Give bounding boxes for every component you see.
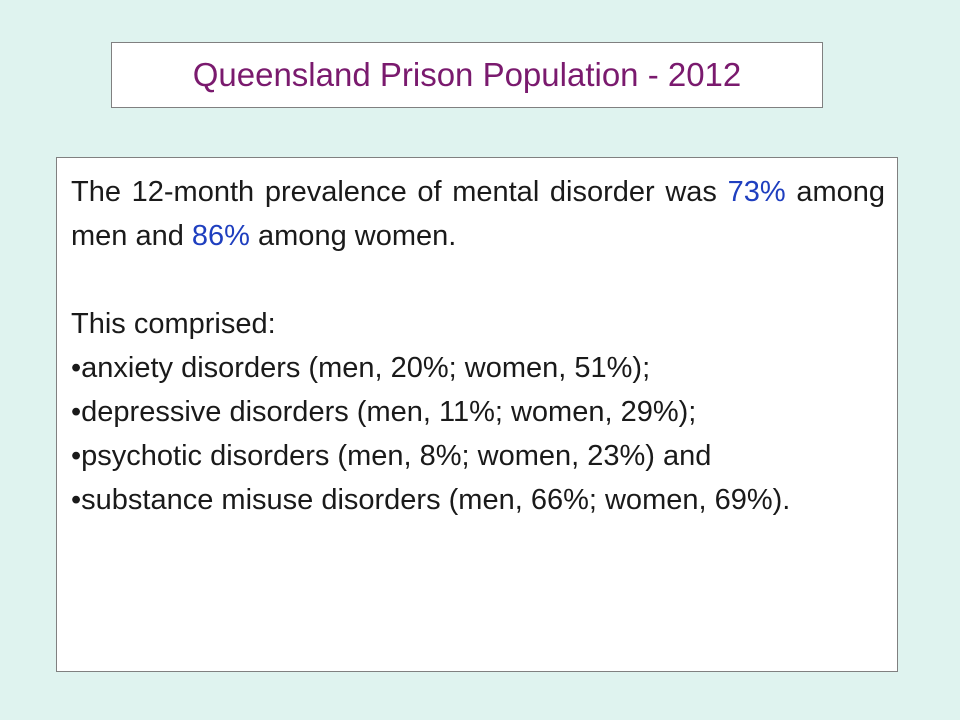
slide-title: Queensland Prison Population - 2012 [192,56,742,93]
men-prevalence-value: 73% [727,176,786,208]
bullet-psychotic: •psychotic disorders (men, 8%; women, 23… [71,440,712,472]
women-prevalence-value: 86% [191,220,250,252]
bullet-anxiety: •anxiety disorders (men, 20%; women, 51%… [71,352,651,384]
intro-text-2: among men and [71,176,885,252]
intro-text-3: among women. [249,220,457,252]
bullet-substance: •substance misuse disorders (men, 66%; w… [71,484,791,516]
title-box: Queensland Prison Population - 2012 [111,42,823,108]
intro-text-1: The 12-month prevalence of mental disord… [71,176,728,208]
content-box: The 12-month prevalence of mental disord… [56,157,898,672]
bullet-depressive: •depressive disorders (men, 11%; women, … [71,396,697,428]
spacer [71,258,885,302]
intro-paragraph: The 12-month prevalence of mental disord… [71,170,885,258]
comprised-label: This comprised: [71,308,276,340]
